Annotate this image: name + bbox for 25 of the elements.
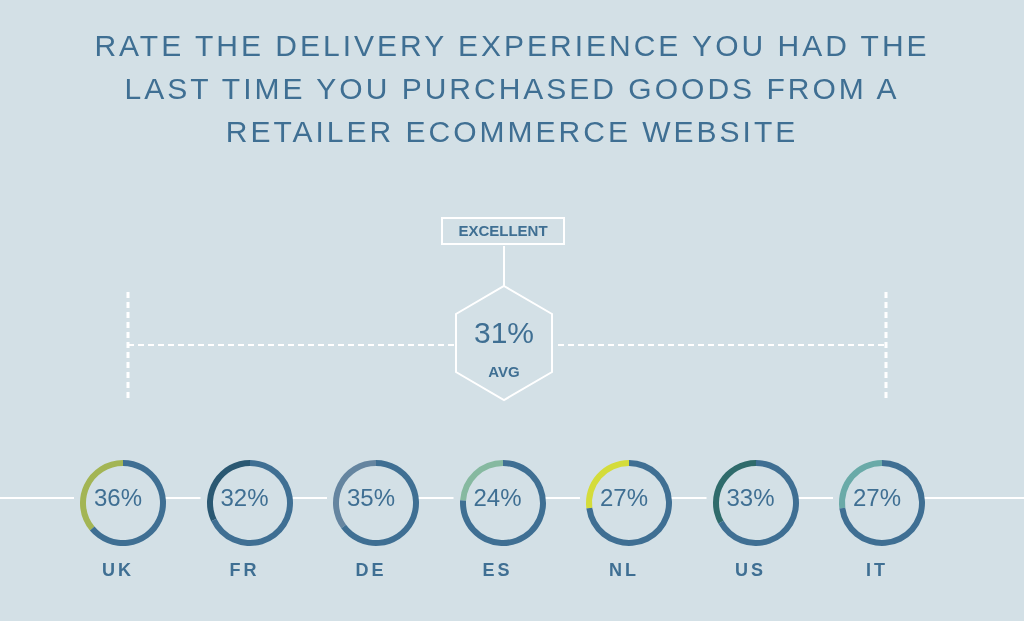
text: EXCELLENT — [441, 217, 565, 245]
donut-slice — [341, 460, 419, 546]
data-label: 33% — [725, 484, 776, 512]
data-label: 24% — [472, 484, 523, 512]
text: IT — [866, 560, 888, 580]
donut-slice — [586, 460, 672, 546]
donut-slice — [89, 460, 166, 546]
text: DE — [355, 560, 387, 580]
text: ES — [482, 560, 513, 580]
donut-slice — [459, 460, 546, 546]
text: NL — [609, 560, 639, 580]
data-label: 27% — [598, 484, 649, 512]
data-label: 27% — [851, 484, 902, 512]
donut-slice — [717, 460, 799, 546]
data-label: 36% — [92, 484, 143, 512]
text: AVG — [487, 363, 521, 380]
donut-slice — [839, 460, 925, 546]
text: US — [734, 560, 766, 580]
text: RATE THE DELIVERY EXPERIENCE YOU HAD THE LAST TIME YOU PURCHASED GOODS FROM A RETAILER ECOMMERCE WEBSITE — [93, 28, 931, 150]
data-label: 35% — [345, 484, 396, 512]
data-label: 32% — [219, 484, 270, 512]
donut-slice — [210, 460, 293, 546]
text: FR — [229, 560, 260, 580]
text: 31% — [472, 316, 535, 350]
text: UK — [102, 560, 134, 580]
